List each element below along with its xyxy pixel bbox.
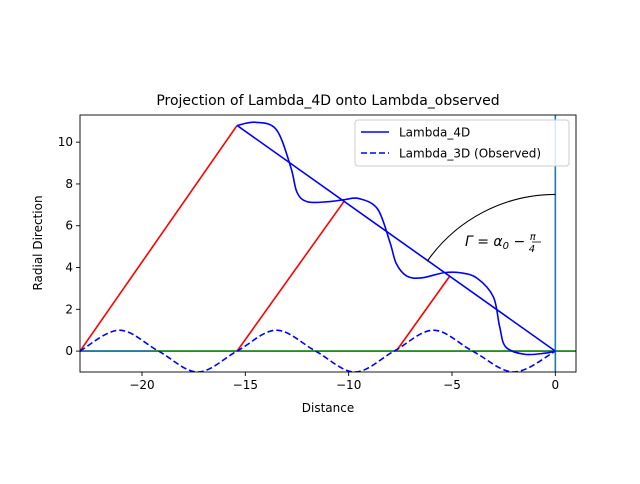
legend-label-lambda-3d: Lambda_3D (Observed) [399, 147, 541, 161]
y-tick-label: 0 [65, 344, 73, 358]
y-tick-label: 10 [58, 135, 73, 149]
legend-box [354, 119, 570, 167]
angle-arc [426, 193, 556, 262]
red-segment-0 [80, 124, 238, 352]
series-line-lambda-4d [236, 121, 556, 356]
axes-ticks: −20 −15 −10 −5 0 0 2 4 6 8 10 [58, 135, 559, 392]
x-tick-label: −10 [336, 378, 361, 392]
x-axis-label: Distance [302, 401, 354, 415]
y-tick-label: 6 [65, 219, 73, 233]
red-segment-1 [236, 200, 346, 352]
plot-frame [79, 114, 577, 373]
legend-label-lambda-4d: Lambda_4D [399, 126, 470, 140]
x-tick-label: −20 [129, 378, 154, 392]
y-tick-label: 2 [65, 302, 73, 316]
red-segment-2 [395, 275, 451, 352]
legend: Lambda_4D Lambda_3D (Observed) [354, 119, 570, 167]
x-tick-label: 0 [552, 378, 560, 392]
y-axis-label: Radial Direction [31, 195, 45, 290]
y-tick-label: 4 [65, 261, 73, 275]
x-tick-label: −5 [443, 378, 461, 392]
x-tick-label: −15 [233, 378, 258, 392]
chart-title: Projection of Lambda_4D onto Lambda_obse… [156, 93, 499, 109]
y-tick-label: 8 [65, 177, 73, 191]
